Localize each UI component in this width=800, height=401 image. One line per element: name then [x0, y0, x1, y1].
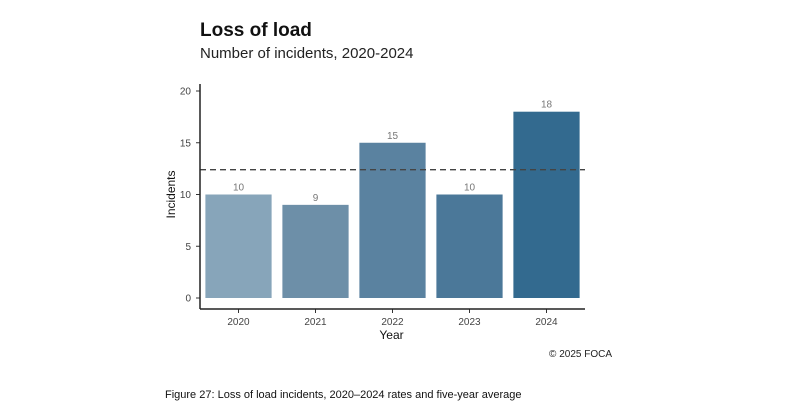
data-label-2020: 10 [233, 183, 245, 194]
y-tick-labels: 0 5 10 15 20 [180, 87, 200, 305]
x-tick-labels: 2020 2021 2022 2023 2024 [227, 309, 558, 328]
y-tick-label-15: 15 [180, 138, 192, 149]
bar-2023 [436, 194, 503, 298]
x-tick-label-2023: 2023 [458, 317, 481, 328]
data-label-2023: 10 [464, 183, 476, 194]
y-tick-label-0: 0 [185, 294, 191, 305]
x-tick-label-2020: 2020 [227, 317, 250, 328]
y-tick-label-5: 5 [185, 242, 191, 253]
bar-2021 [282, 204, 349, 298]
data-labels-layer: 10 9 15 10 18 [233, 100, 553, 204]
bars-layer [205, 111, 580, 298]
x-tick-label-2024: 2024 [535, 317, 558, 328]
chart-subtitle: Number of incidents, 2020-2024 [200, 45, 414, 62]
x-tick-label-2022: 2022 [381, 317, 404, 328]
y-tick-label-10: 10 [180, 190, 192, 201]
figure-caption: Figure 27: Loss of load incidents, 2020–… [165, 389, 522, 401]
bar-2024 [513, 111, 580, 298]
y-tick-label-20: 20 [180, 87, 192, 98]
bar-2020 [205, 194, 272, 298]
data-label-2021: 9 [313, 193, 319, 204]
x-tick-label-2021: 2021 [304, 317, 327, 328]
y-axis-title: Incidents [164, 170, 178, 218]
data-label-2024: 18 [541, 100, 553, 111]
x-axis-title: Year [379, 328, 403, 342]
data-label-2022: 15 [387, 131, 399, 142]
copyright-credit: © 2025 FOCA [549, 349, 612, 360]
chart-title: Loss of load [200, 20, 312, 41]
bar-2022 [359, 142, 426, 298]
